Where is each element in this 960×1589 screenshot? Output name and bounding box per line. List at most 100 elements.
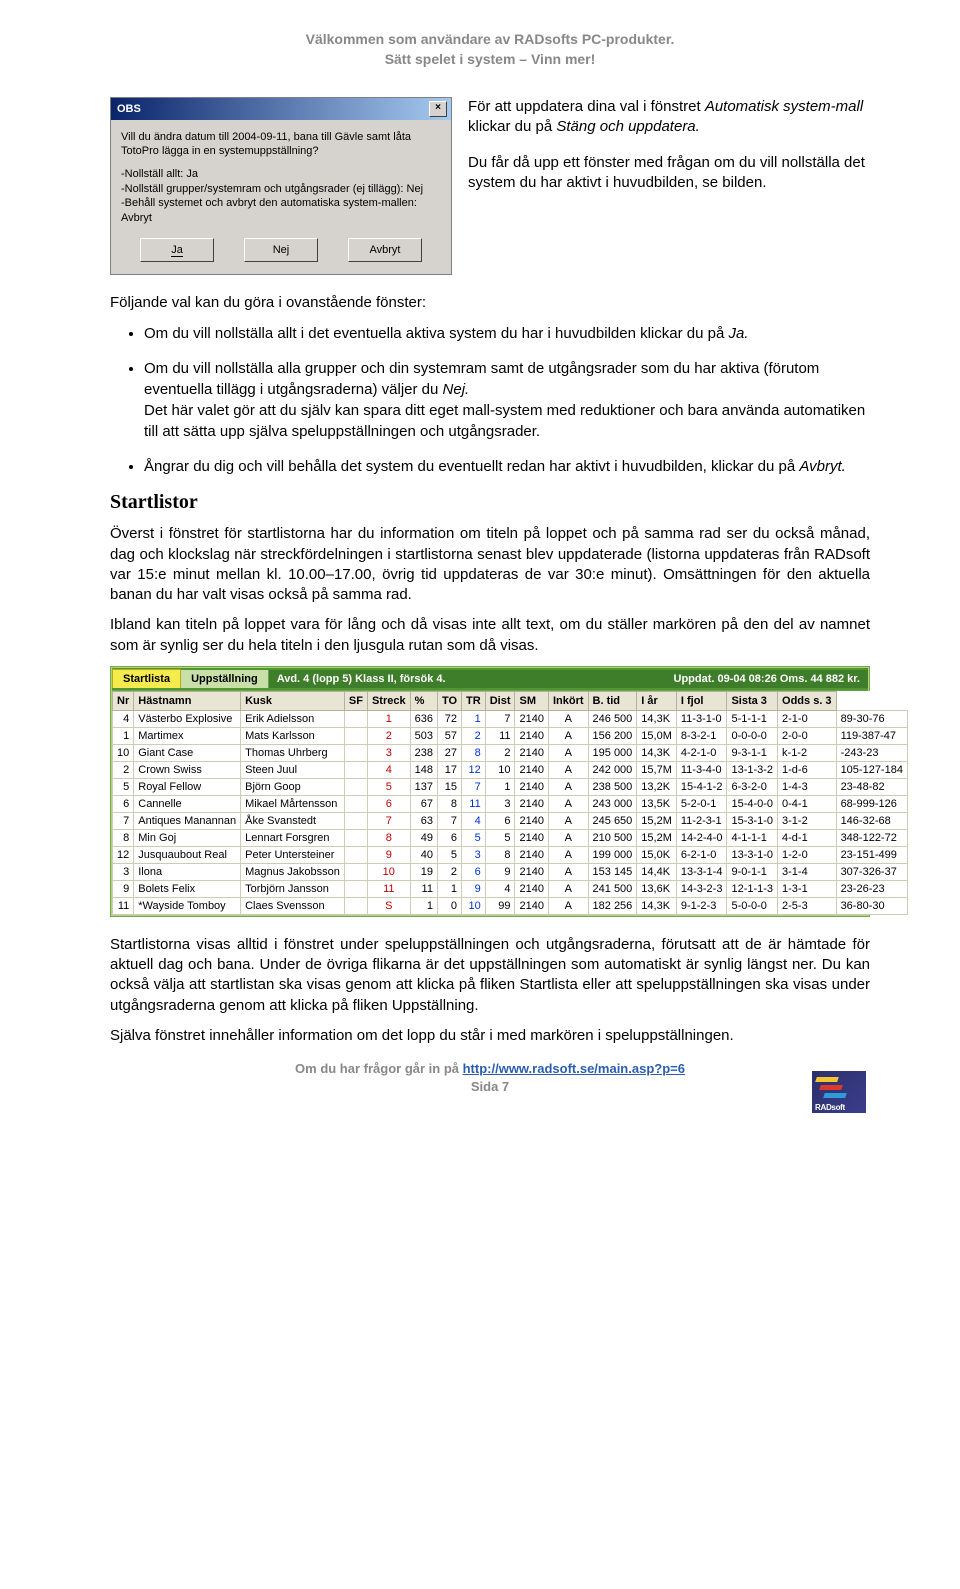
table-cell: 7: [462, 778, 486, 795]
column-header[interactable]: Kusk: [241, 691, 345, 710]
table-cell: 49: [410, 829, 437, 846]
table-cell: 3-1-4: [778, 863, 837, 880]
table-cell: 4-2-1-0: [676, 744, 727, 761]
table-cell: 15-4-0-0: [727, 795, 778, 812]
table-cell: 3: [113, 863, 134, 880]
column-header[interactable]: Inkört: [548, 691, 588, 710]
column-header[interactable]: Odds s. 3: [778, 691, 837, 710]
table-cell: 503: [410, 727, 437, 744]
paragraph: Startlistorna visas alltid i fönstret un…: [110, 935, 870, 1016]
table-cell: 2: [485, 744, 515, 761]
table-cell: 2140: [515, 710, 548, 727]
table-cell: 4: [485, 880, 515, 897]
column-header[interactable]: I år: [637, 691, 677, 710]
table-cell: Bolets Felix: [134, 880, 241, 897]
table-cell: 11: [410, 880, 437, 897]
table-cell: 210 500: [588, 829, 637, 846]
table-cell: A: [548, 778, 588, 795]
table-row[interactable]: 6CannelleMikael Mårtensson66781132140A24…: [113, 795, 908, 812]
table-cell: 3: [485, 795, 515, 812]
table-cell: 6: [367, 795, 410, 812]
table-cell: [344, 880, 367, 897]
table-row[interactable]: 11*Wayside TomboyClaes SvenssonS10109921…: [113, 897, 908, 914]
table-cell: 9: [462, 880, 486, 897]
table-row[interactable]: 10Giant CaseThomas Uhrberg323827822140A1…: [113, 744, 908, 761]
tab-startlista[interactable]: Startlista: [112, 669, 181, 688]
no-button[interactable]: Nej: [244, 238, 318, 262]
startlista-panel: Startlista Uppställning Avd. 4 (lopp 5) …: [110, 666, 870, 917]
yes-button[interactable]: Ja: [140, 238, 214, 262]
table-cell: Giant Case: [134, 744, 241, 761]
table-cell: 2140: [515, 897, 548, 914]
table-cell: 1: [437, 880, 461, 897]
table-cell: 68-999-126: [836, 795, 907, 812]
paragraph: Själva fönstret innehåller information o…: [110, 1026, 870, 1046]
column-header[interactable]: TO: [437, 691, 461, 710]
table-cell: 9-3-1-1: [727, 744, 778, 761]
column-header[interactable]: %: [410, 691, 437, 710]
table-cell: 5: [437, 846, 461, 863]
list-item: Om du vill nollställa alla grupper och d…: [144, 358, 870, 442]
column-header[interactable]: SF: [344, 691, 367, 710]
table-row[interactable]: 9Bolets FelixTorbjörn Jansson11111942140…: [113, 880, 908, 897]
table-cell: 5: [113, 778, 134, 795]
table-cell: 2140: [515, 761, 548, 778]
table-cell: 63: [410, 812, 437, 829]
table-row[interactable]: 4Västerbo ExplosiveErik Adielsson1636721…: [113, 710, 908, 727]
table-cell: 2140: [515, 795, 548, 812]
column-header[interactable]: Hästnamn: [134, 691, 241, 710]
table-cell: 15,0K: [637, 846, 677, 863]
table-row[interactable]: 8Min GojLennart Forsgren8496552140A210 5…: [113, 829, 908, 846]
startlista-table: NrHästnamnKuskSFStreck%TOTRDistSMInkörtB…: [112, 691, 908, 915]
tab-uppstallning[interactable]: Uppställning: [181, 670, 269, 688]
column-header[interactable]: B. tid: [588, 691, 637, 710]
column-header[interactable]: Dist: [485, 691, 515, 710]
table-cell: 15: [437, 778, 461, 795]
table-cell: Mikael Mårtensson: [241, 795, 345, 812]
table-cell: 7: [113, 812, 134, 829]
table-cell: [344, 778, 367, 795]
table-row[interactable]: 5Royal FellowBjörn Goop513715712140A238 …: [113, 778, 908, 795]
table-cell: 7: [437, 812, 461, 829]
table-cell: 9-0-1-1: [727, 863, 778, 880]
table-cell: 72: [437, 710, 461, 727]
table-row[interactable]: 12Jusquaubout RealPeter Untersteiner9405…: [113, 846, 908, 863]
table-cell: 1: [410, 897, 437, 914]
table-cell: 2140: [515, 727, 548, 744]
column-header[interactable]: Streck: [367, 691, 410, 710]
table-cell: 195 000: [588, 744, 637, 761]
table-cell: 245 650: [588, 812, 637, 829]
table-cell: [344, 744, 367, 761]
table-row[interactable]: 2Crown SwissSteen Juul41481712102140A242…: [113, 761, 908, 778]
table-cell: 2: [113, 761, 134, 778]
column-header[interactable]: Sista 3: [727, 691, 778, 710]
column-header[interactable]: Nr: [113, 691, 134, 710]
table-row[interactable]: 1MartimexMats Karlsson2503572112140A156 …: [113, 727, 908, 744]
footer-link[interactable]: http://www.radsoft.se/main.asp?p=6: [463, 1061, 685, 1076]
table-cell: 5: [462, 829, 486, 846]
table-cell: 10: [113, 744, 134, 761]
column-header[interactable]: SM: [515, 691, 548, 710]
table-cell: [344, 897, 367, 914]
table-cell: 19: [410, 863, 437, 880]
table-cell: A: [548, 795, 588, 812]
table-cell: Västerbo Explosive: [134, 710, 241, 727]
startlistor-heading: Startlistor: [110, 491, 870, 514]
table-cell: 1: [113, 727, 134, 744]
table-cell: 1-d-6: [778, 761, 837, 778]
table-row[interactable]: 7Antiques ManannanÅke Svanstedt763746214…: [113, 812, 908, 829]
dialog-line: -Behåll systemet och avbryt den automati…: [121, 196, 441, 226]
column-header[interactable]: I fjol: [676, 691, 727, 710]
table-row[interactable]: 3IlonaMagnus Jakobsson10192692140A153 14…: [113, 863, 908, 880]
table-cell: 2140: [515, 880, 548, 897]
table-cell: S: [367, 897, 410, 914]
table-cell: 5-0-0-0: [727, 897, 778, 914]
table-cell: 2: [462, 727, 486, 744]
column-header[interactable]: TR: [462, 691, 486, 710]
table-cell: Torbjörn Jansson: [241, 880, 345, 897]
table-cell: 15-4-1-2: [676, 778, 727, 795]
close-icon[interactable]: ×: [429, 101, 447, 117]
paragraph: Överst i fönstret för startlistorna har …: [110, 524, 870, 605]
table-cell: 11-3-4-0: [676, 761, 727, 778]
cancel-button[interactable]: Avbryt: [348, 238, 422, 262]
